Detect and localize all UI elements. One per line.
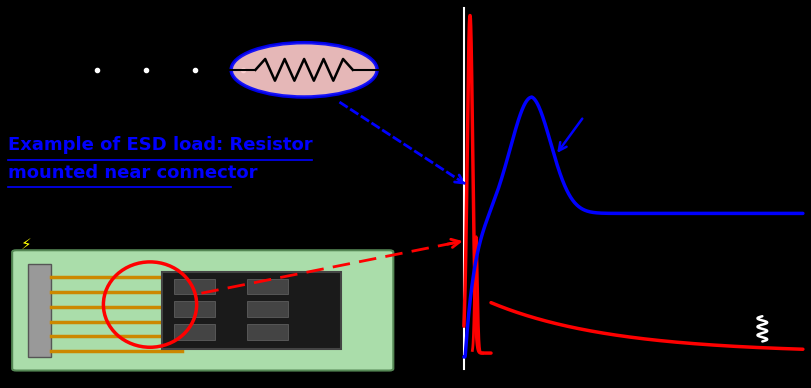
Bar — [174, 301, 215, 317]
Bar — [247, 301, 288, 317]
Text: ⚡: ⚡ — [20, 237, 31, 252]
Bar — [247, 279, 288, 294]
Bar — [174, 324, 215, 340]
Bar — [174, 279, 215, 294]
Bar — [247, 324, 288, 340]
FancyBboxPatch shape — [12, 250, 393, 371]
Bar — [162, 272, 341, 349]
Text: mounted near connector: mounted near connector — [8, 164, 258, 182]
Bar — [28, 264, 51, 357]
Text: Example of ESD load: Resistor: Example of ESD load: Resistor — [8, 137, 313, 154]
Ellipse shape — [231, 43, 377, 97]
